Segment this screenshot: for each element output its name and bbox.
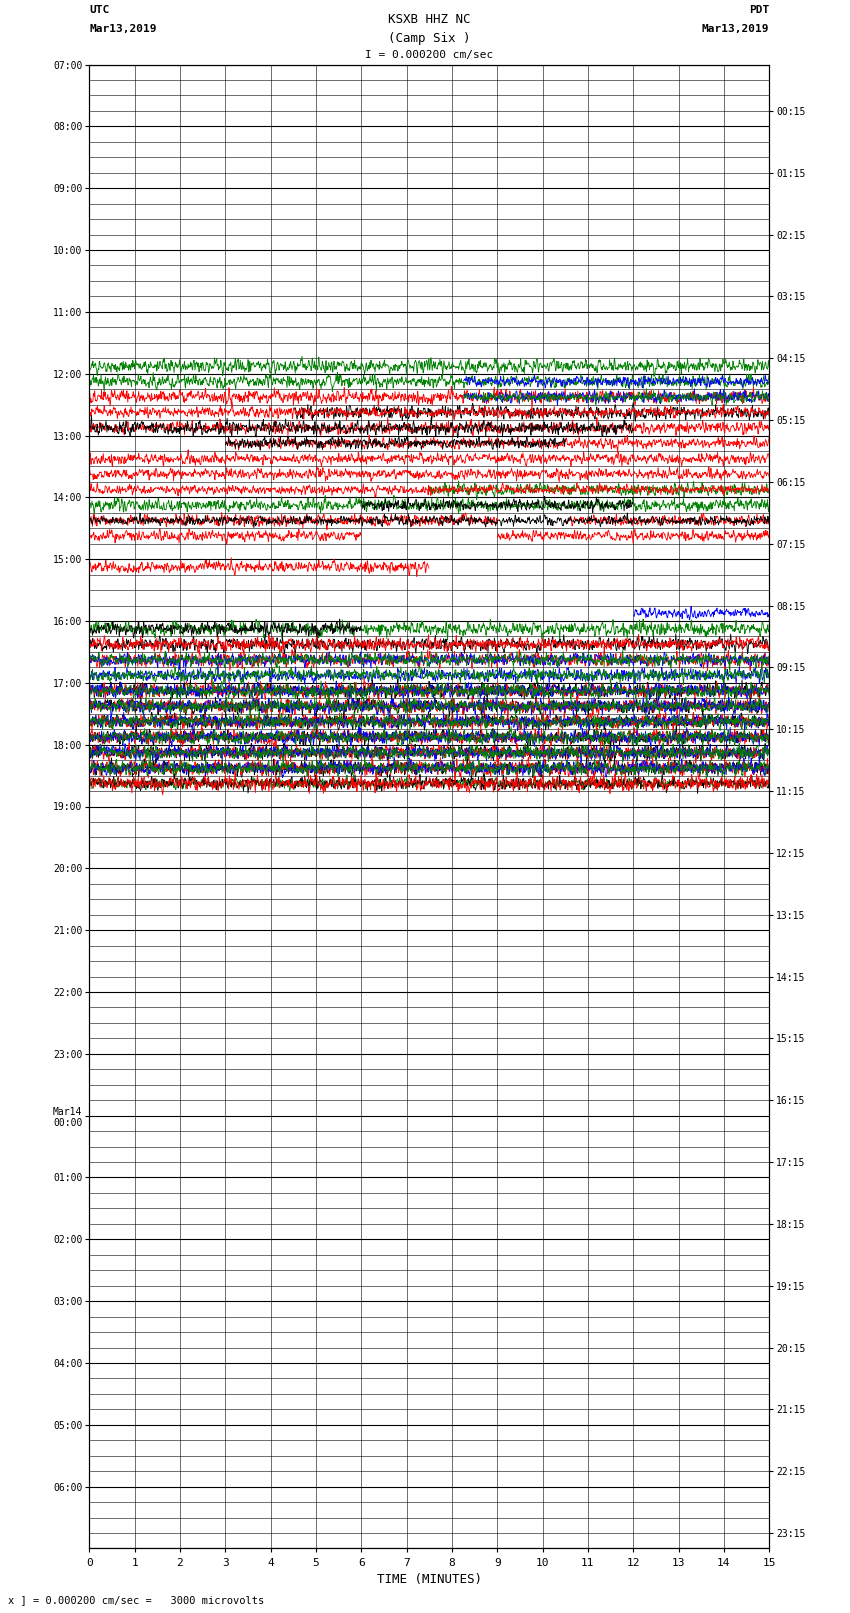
- Text: (Camp Six ): (Camp Six ): [388, 32, 471, 45]
- X-axis label: TIME (MINUTES): TIME (MINUTES): [377, 1573, 482, 1586]
- Text: PDT: PDT: [749, 5, 769, 15]
- Text: Mar13,2019: Mar13,2019: [702, 24, 769, 34]
- Text: I = 0.000200 cm/sec: I = 0.000200 cm/sec: [366, 50, 493, 60]
- Text: UTC: UTC: [89, 5, 110, 15]
- Text: KSXB HHZ NC: KSXB HHZ NC: [388, 13, 471, 26]
- Text: Mar13,2019: Mar13,2019: [89, 24, 156, 34]
- Text: x ] = 0.000200 cm/sec =   3000 microvolts: x ] = 0.000200 cm/sec = 3000 microvolts: [8, 1595, 264, 1605]
